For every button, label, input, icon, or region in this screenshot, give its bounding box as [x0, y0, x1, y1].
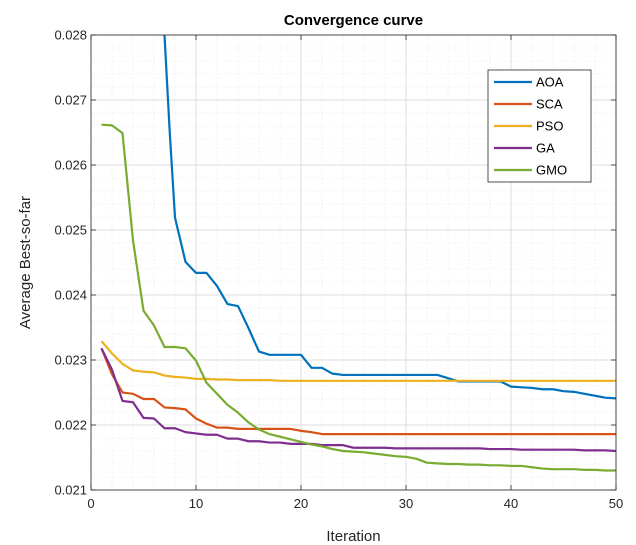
x-tick-label: 20 — [294, 496, 308, 511]
legend-label-gmo: GMO — [536, 163, 567, 178]
legend-label-pso: PSO — [536, 119, 563, 134]
y-tick-labels: 0.021 0.022 0.023 0.024 0.025 0.026 0.027 0.028 — [54, 28, 87, 498]
series-layer — [100, 35, 616, 472]
x-tick-label: 10 — [189, 496, 203, 511]
x-tick-label: 40 — [504, 496, 518, 511]
y-tick-label: 0.021 — [54, 483, 87, 498]
x-tick-label: 30 — [399, 496, 413, 511]
x-tick-labels: 0 10 20 30 40 50 — [87, 496, 623, 511]
series-line-aoa — [163, 35, 616, 400]
plot-frame — [90, 34, 617, 491]
x-axis-label: Iteration — [326, 528, 380, 545]
legend-label-aoa: AOA — [536, 75, 564, 90]
series-line-pso — [100, 340, 616, 382]
y-tick-label: 0.024 — [54, 288, 87, 303]
x-tick-label: 0 — [87, 496, 94, 511]
minor-grid — [91, 35, 616, 490]
y-tick-label: 0.027 — [54, 93, 87, 108]
series-line-gmo — [101, 123, 616, 472]
y-tick-label: 0.026 — [54, 158, 87, 173]
chart-title: Convergence curve — [284, 12, 423, 29]
y-axis-label: Average Best-so-far — [17, 196, 34, 329]
y-tick-label: 0.025 — [54, 223, 87, 238]
y-tick-label: 0.028 — [54, 28, 87, 43]
legend-label-sca: SCA — [536, 97, 563, 112]
legend-label-ga: GA — [536, 141, 555, 156]
series-line-ga — [100, 347, 616, 453]
y-tick-label: 0.023 — [54, 353, 87, 368]
x-tick-label: 50 — [609, 496, 623, 511]
tick-marks — [90, 34, 617, 491]
series-line-sca — [100, 347, 616, 436]
y-tick-label: 0.022 — [54, 418, 87, 433]
legend: AOA SCA PSO GA GMO — [487, 69, 592, 183]
